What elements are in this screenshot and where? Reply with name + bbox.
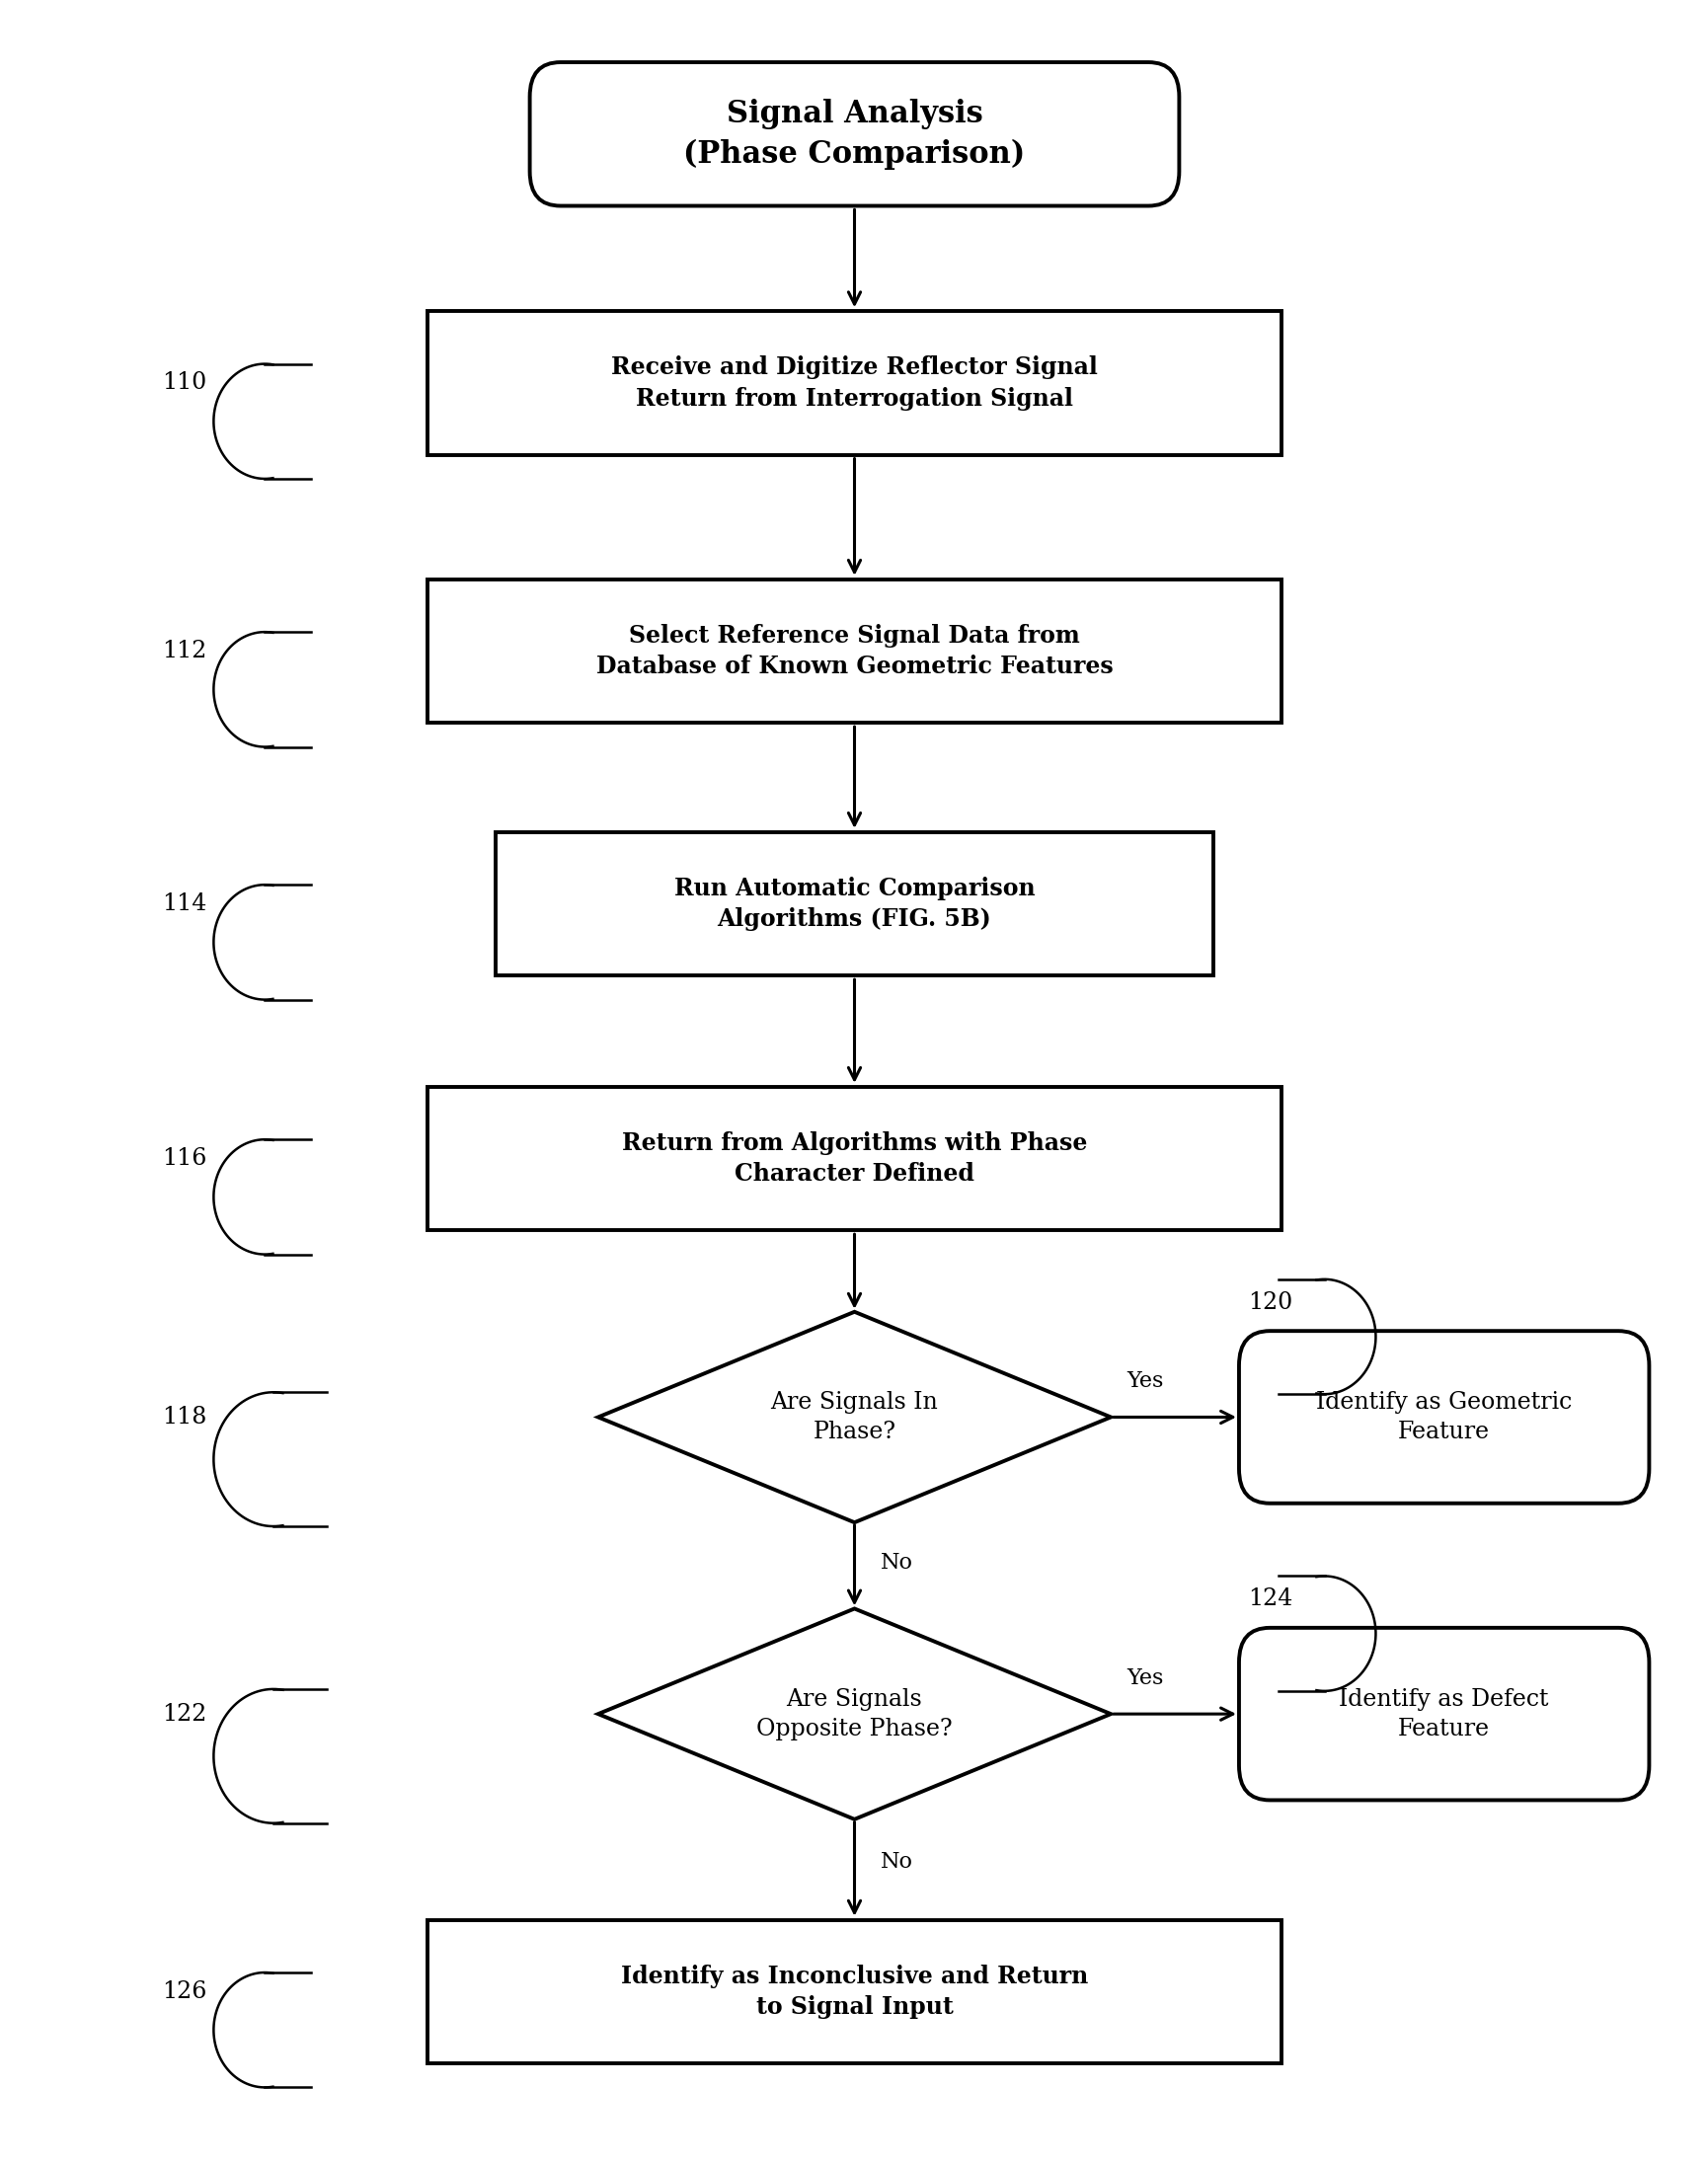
Text: 114: 114 [162, 892, 207, 915]
Text: Yes: Yes [1126, 1370, 1163, 1391]
Text: 120: 120 [1247, 1292, 1291, 1314]
Text: 124: 124 [1247, 1588, 1291, 1610]
Text: Yes: Yes [1126, 1666, 1163, 1690]
Text: Are Signals
Opposite Phase?: Are Signals Opposite Phase? [757, 1688, 951, 1740]
Text: No: No [880, 1552, 912, 1573]
Bar [495, 833, 1213, 976]
Text: Receive and Digitize Reflector Signal
Return from Interrogation Signal: Receive and Digitize Reflector Signal Re… [611, 355, 1097, 411]
Text: Are Signals In
Phase?: Are Signals In Phase? [770, 1391, 938, 1443]
Bar [427, 1086, 1281, 1231]
Text: Identify as Geometric
Feature: Identify as Geometric Feature [1315, 1391, 1571, 1443]
Text: 126: 126 [162, 1980, 207, 2004]
Text: No: No [880, 1850, 912, 1872]
Text: 122: 122 [162, 1703, 207, 1725]
Polygon shape [598, 1608, 1110, 1820]
Text: 112: 112 [162, 641, 207, 662]
Polygon shape [598, 1311, 1110, 1523]
Bar [427, 580, 1281, 723]
Text: Identify as Inconclusive and Return
to Signal Input: Identify as Inconclusive and Return to S… [620, 1965, 1088, 2019]
Text: Identify as Defect
Feature: Identify as Defect Feature [1339, 1688, 1547, 1740]
Text: Return from Algorithms with Phase
Character Defined: Return from Algorithms with Phase Charac… [622, 1132, 1086, 1186]
Text: 118: 118 [162, 1407, 207, 1428]
Text: Run Automatic Comparison
Algorithms (FIG. 5B): Run Automatic Comparison Algorithms (FIG… [673, 876, 1035, 931]
Bar [427, 312, 1281, 454]
FancyBboxPatch shape [1238, 1627, 1648, 1800]
FancyBboxPatch shape [529, 63, 1179, 206]
Text: Select Reference Signal Data from
Database of Known Geometric Features: Select Reference Signal Data from Databa… [596, 623, 1112, 679]
Text: 110: 110 [162, 372, 207, 394]
Text: 116: 116 [162, 1147, 207, 1171]
Text: Signal Analysis
(Phase Comparison): Signal Analysis (Phase Comparison) [683, 100, 1025, 169]
FancyBboxPatch shape [1238, 1331, 1648, 1504]
Bar [427, 1919, 1281, 2064]
